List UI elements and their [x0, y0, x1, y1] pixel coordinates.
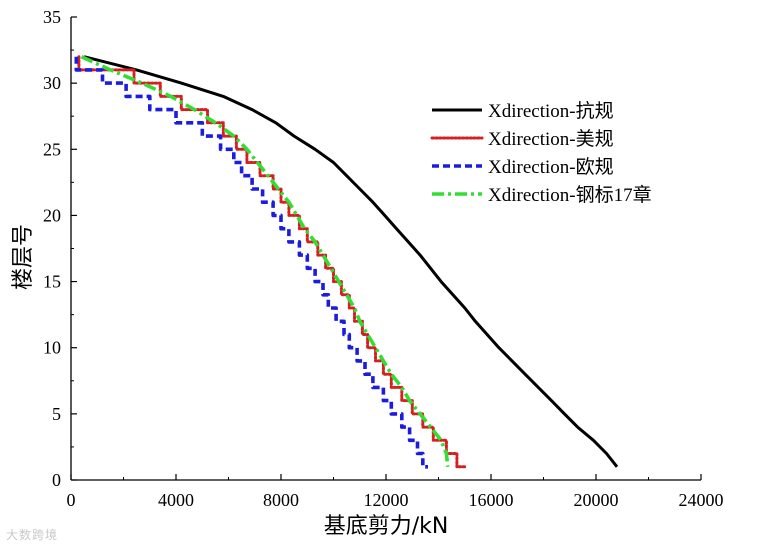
axes: 0 4000 8000 12000 16000 20000 24000 0 5 10 15 20 25 3… — [43, 7, 724, 510]
x-tick-label: 4000 — [158, 490, 194, 510]
y-tick-label: 10 — [43, 338, 61, 358]
y-tick-label: 15 — [43, 272, 61, 292]
series-line-3 — [74, 56, 428, 469]
series-line-2 — [77, 55, 467, 469]
x-tick-label: 0 — [67, 490, 76, 510]
legend-label-2: Xdirection-美规 — [488, 128, 614, 150]
x-tick-label: 12000 — [364, 490, 409, 510]
legend-label-4: Xdirection-钢标17章 — [488, 184, 652, 206]
y-tick-label: 0 — [52, 470, 61, 490]
x-tick-label: 8000 — [263, 490, 299, 510]
legend: Xdirection-抗规 Xdirection-美规 Xdirection-欧规 X… — [430, 100, 652, 206]
y-tick-label: 35 — [43, 7, 61, 27]
x-tick-label: 20000 — [574, 490, 619, 510]
y-tick-label: 5 — [52, 404, 61, 424]
y-axis-title: 楼层号 — [11, 224, 36, 290]
y-tick-label: 25 — [43, 139, 61, 159]
legend-label-1: Xdirection-抗规 — [488, 100, 614, 122]
plot-lines — [74, 55, 619, 469]
y-tick-label: 30 — [43, 73, 61, 93]
y-tick-label: 20 — [43, 205, 61, 225]
x-axis-title: 基底剪力/kN — [324, 514, 449, 539]
legend-label-3: Xdirection-欧规 — [488, 156, 614, 178]
x-tick-label: 24000 — [679, 490, 724, 510]
x-tick-label: 16000 — [469, 490, 514, 510]
series-line-4 — [80, 55, 450, 467]
series-line-1 — [83, 55, 619, 468]
watermark: 大数跨境 — [6, 528, 59, 542]
